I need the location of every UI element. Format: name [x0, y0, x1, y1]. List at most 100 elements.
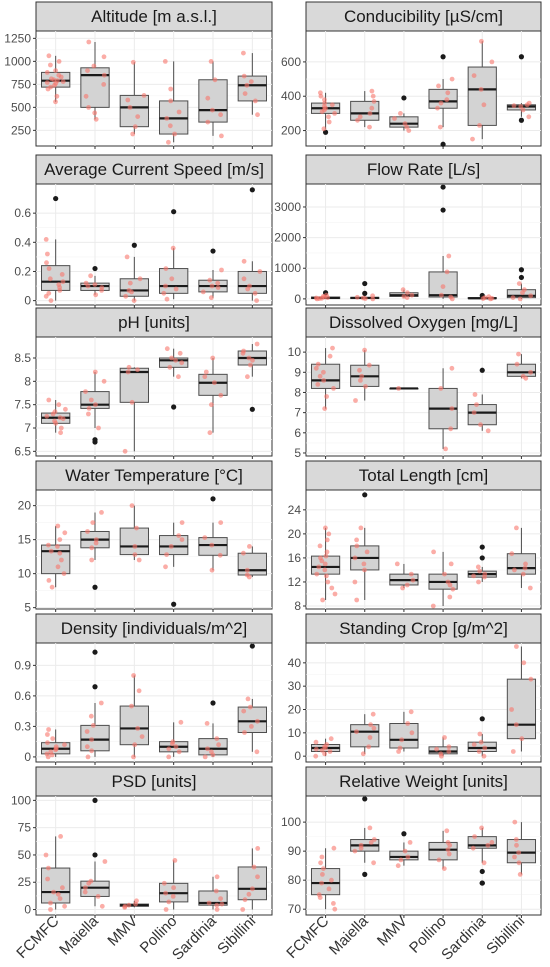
observation-point — [43, 852, 49, 858]
box-MMV — [389, 561, 419, 591]
observation-point — [370, 293, 375, 299]
observation-point — [131, 754, 136, 760]
box-FCMFC — [41, 397, 71, 436]
observation-point — [318, 860, 323, 866]
observation-point — [450, 586, 456, 592]
observation-point — [331, 845, 337, 851]
panel-title: PSD [units] — [111, 772, 196, 791]
observation-point — [255, 846, 261, 851]
observation-point — [62, 742, 67, 748]
observation-point — [449, 76, 455, 82]
outlier-point — [479, 544, 485, 550]
outlier-point — [249, 406, 255, 412]
observation-point — [320, 872, 325, 877]
observation-point — [163, 283, 168, 289]
y-tick-label: 40 — [288, 656, 302, 670]
observation-point — [170, 245, 176, 251]
observation-point — [219, 267, 224, 273]
observation-point — [245, 696, 251, 702]
box-Sibillini — [237, 643, 267, 755]
box-iqr — [237, 866, 267, 901]
box-MMV — [119, 898, 149, 910]
panel-title: Average Current Speed [m/s] — [44, 160, 264, 179]
observation-point — [241, 258, 247, 264]
observation-point — [354, 294, 360, 300]
observation-point — [478, 422, 483, 428]
observation-point — [444, 97, 450, 103]
y-tick-label: 2000 — [274, 231, 301, 245]
observation-point — [330, 345, 335, 351]
observation-point — [370, 93, 376, 99]
observation-point — [60, 279, 66, 285]
observation-point — [477, 123, 482, 128]
observation-point — [164, 552, 170, 557]
observation-point — [438, 100, 444, 106]
observation-point — [438, 751, 444, 757]
observation-point — [518, 104, 524, 109]
observation-point — [409, 730, 415, 736]
observation-point — [329, 585, 335, 591]
observation-point — [163, 266, 169, 271]
observation-point — [445, 90, 451, 96]
observation-point — [404, 582, 410, 588]
observation-point — [482, 295, 488, 300]
plot-area — [305, 183, 542, 306]
observation-point — [212, 380, 217, 386]
observation-point — [362, 567, 367, 573]
observation-point — [101, 82, 107, 87]
observation-point — [509, 707, 514, 712]
observation-point — [319, 747, 325, 753]
observation-point — [405, 721, 411, 726]
y-tick-label: 0.6 — [14, 689, 31, 703]
box-MMV — [119, 503, 149, 563]
observation-point — [512, 819, 518, 825]
observation-point — [481, 753, 487, 759]
observation-point — [520, 107, 526, 113]
observation-point — [52, 409, 58, 415]
observation-point — [408, 709, 414, 715]
observation-point — [251, 864, 257, 870]
observation-point — [53, 744, 59, 750]
outlier-point — [479, 868, 485, 875]
y-tick-label: 1250 — [4, 31, 31, 45]
observation-point — [319, 880, 324, 886]
y-tick-label: 8.5 — [14, 351, 31, 365]
panel-5: pH [units] 6.5 7 7.5 8 8.5 — [14, 307, 273, 459]
observation-point — [101, 72, 107, 78]
box-iqr — [119, 367, 149, 403]
panel-strip — [35, 613, 273, 644]
observation-point — [245, 374, 250, 380]
observation-point — [248, 362, 253, 368]
x-tick-label: MMV — [104, 913, 141, 950]
observation-point — [316, 892, 322, 898]
observation-point — [371, 99, 377, 104]
observation-point — [205, 95, 211, 101]
observation-point — [139, 734, 145, 739]
observation-point — [204, 721, 210, 726]
observation-point — [132, 552, 138, 557]
observation-point — [526, 114, 532, 120]
observation-point — [440, 284, 446, 289]
observation-point — [357, 114, 363, 120]
observation-point — [512, 854, 517, 860]
observation-point — [93, 116, 99, 122]
outlier-point — [171, 404, 177, 410]
observation-point — [172, 858, 178, 863]
outlier-point — [479, 367, 485, 373]
box-FCMFC — [310, 345, 341, 411]
observation-point — [521, 660, 527, 666]
box-Sibillini — [506, 54, 537, 123]
box-MMV — [389, 287, 419, 300]
observation-point — [397, 745, 403, 751]
outlier-point — [440, 207, 446, 213]
observation-point — [44, 70, 50, 75]
observation-point — [315, 361, 321, 367]
observation-point — [362, 347, 367, 353]
observation-point — [49, 76, 54, 82]
observation-point — [326, 114, 331, 120]
observation-point — [218, 112, 224, 118]
box-Maiella — [80, 510, 110, 590]
observation-point — [132, 124, 138, 130]
observation-point — [357, 367, 362, 373]
observation-point — [207, 430, 213, 436]
